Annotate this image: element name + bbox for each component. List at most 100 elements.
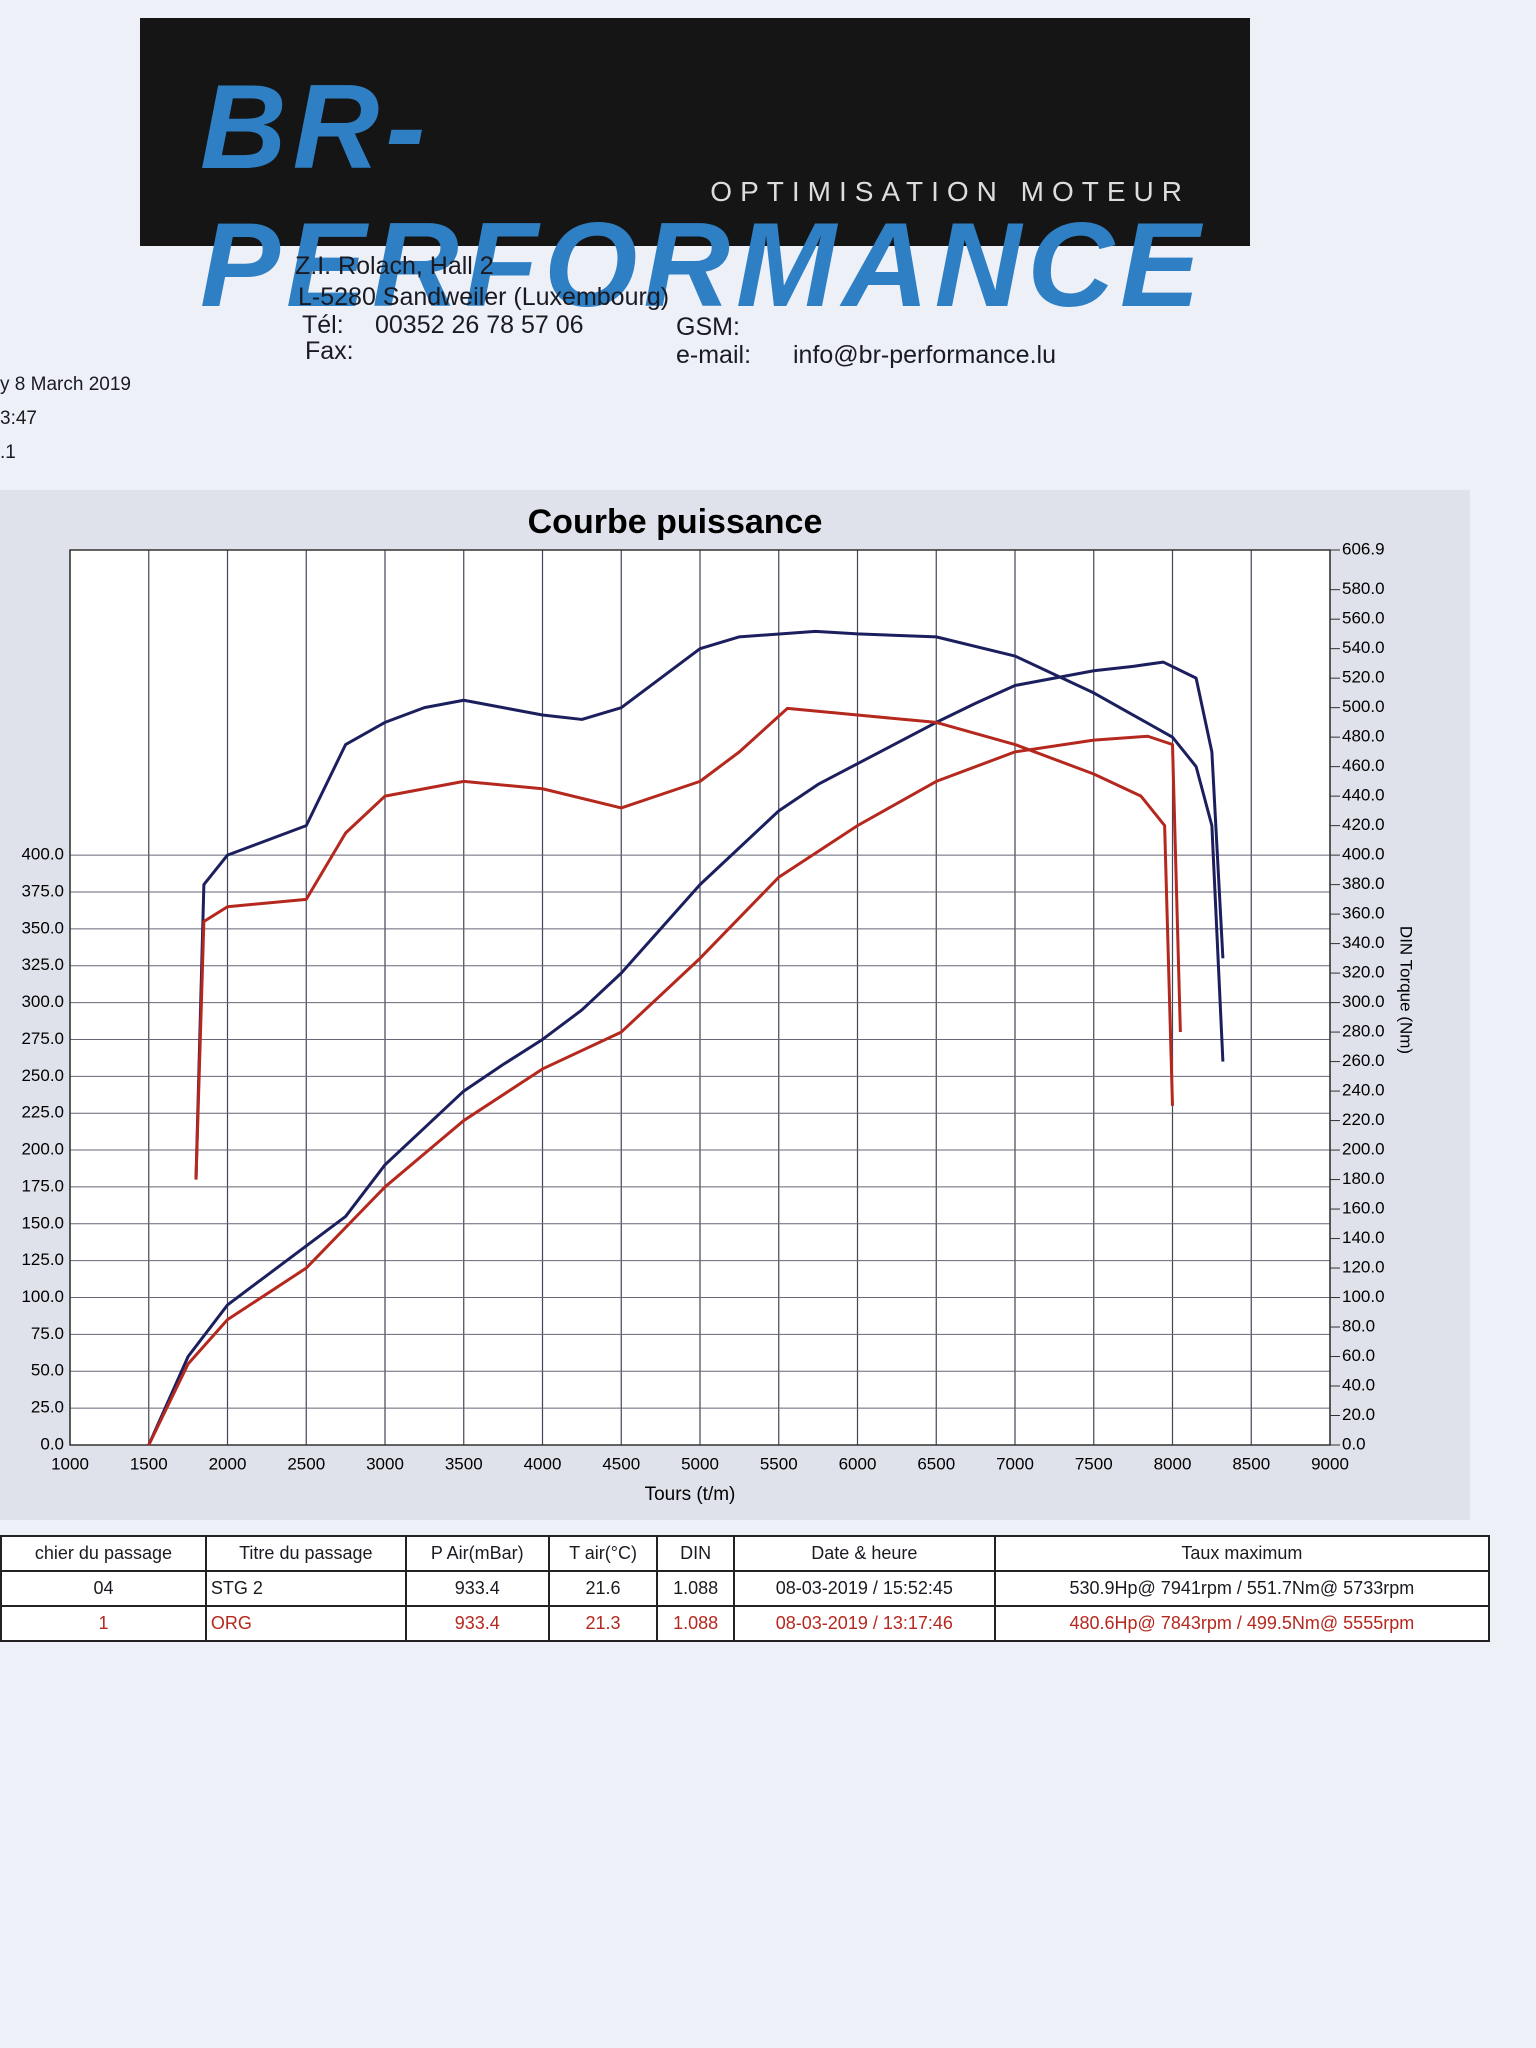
x-tick-label: 7000	[996, 1454, 1034, 1473]
x-tick-label: 3000	[366, 1454, 404, 1473]
y2-tick-label: 380.0	[1342, 874, 1385, 893]
x-axis-label: Tours (t/m)	[645, 1484, 736, 1505]
curve	[147, 660, 1225, 1446]
th: DIN	[656, 1535, 735, 1572]
y2-tick-label: 260.0	[1342, 1051, 1385, 1070]
address: Z.I. Rolach, Hall 2	[295, 252, 494, 280]
label: Fax:	[305, 337, 354, 365]
x-tick-label: 6500	[917, 1454, 955, 1473]
y-tick-label: 325.0	[21, 955, 64, 974]
y2-tick-label: 360.0	[1342, 904, 1385, 923]
label: GSM:	[676, 313, 740, 341]
curve	[147, 734, 1182, 1446]
cell: 1.088	[656, 1570, 735, 1607]
y-tick-label: 75.0	[31, 1324, 64, 1343]
label: e-mail:	[676, 341, 752, 369]
th: Taux maximum	[993, 1535, 1491, 1572]
y2-tick-label: 500.0	[1342, 697, 1385, 716]
meta: 3:47	[0, 408, 37, 429]
x-tick-label: 1000	[51, 1454, 89, 1473]
y2-tick-label: 120.0	[1342, 1258, 1385, 1277]
y2-tick-label: 100.0	[1342, 1287, 1385, 1306]
y2-tick-label: 20.0	[1342, 1405, 1375, 1424]
cell: 530.9Hp@ 7941rpm / 551.7Nm@ 5733rpm	[993, 1570, 1491, 1607]
x-tick-label: 2000	[209, 1454, 247, 1473]
y2-tick-label: 480.0	[1342, 727, 1385, 746]
cell: 08-03-2019 / 15:52:45	[732, 1570, 996, 1607]
email: info@br-performance.lu	[793, 341, 1056, 369]
y2-tick-label: 340.0	[1342, 933, 1385, 952]
y-tick-label: 150.0	[21, 1213, 64, 1232]
y2-tick-label: 580.0	[1342, 579, 1385, 598]
curve	[194, 629, 1225, 1180]
y-tick-label: 225.0	[21, 1103, 64, 1122]
y2-tick-label: 520.0	[1342, 668, 1385, 687]
logo-text: BR-PERFORMANCE	[200, 60, 1207, 332]
x-tick-label: 4500	[602, 1454, 640, 1473]
th: Titre du passage	[204, 1535, 407, 1572]
y-tick-label: 250.0	[21, 1066, 64, 1085]
y2-tick-label: 80.0	[1342, 1317, 1375, 1336]
address: L-5280 Sandweiler (Luxembourg)	[298, 283, 670, 311]
results-table: chier du passage Titre du passage P Air(mB…	[0, 1535, 1491, 1642]
y2-tick-label: 140.0	[1342, 1228, 1385, 1247]
y2-tick-label: 320.0	[1342, 963, 1385, 982]
x-tick-label: 9000	[1311, 1454, 1349, 1473]
cell: 480.6Hp@ 7843rpm / 499.5Nm@ 5555rpm	[993, 1605, 1491, 1642]
y-tick-label: 0.0	[40, 1434, 64, 1453]
y2-tick-label: 180.0	[1342, 1169, 1385, 1188]
y2-axis-label: DIN Torque (Nm)	[1397, 926, 1416, 1054]
meta: y 8 March 2019	[0, 374, 131, 395]
y-tick-label: 125.0	[21, 1250, 64, 1269]
y2-tick-label: 540.0	[1342, 638, 1385, 657]
y2-tick-label: 400.0	[1342, 845, 1385, 864]
chart: Courbe puissance Tours (t/m) DIN Torque …	[0, 490, 1470, 1520]
plot-frame	[69, 549, 1331, 1446]
x-tick-label: 5000	[681, 1454, 719, 1473]
x-tick-label: 8500	[1232, 1454, 1270, 1473]
cell: 1.088	[656, 1605, 735, 1642]
y2-tick-label: 240.0	[1342, 1081, 1385, 1100]
y2-tick-label: 560.0	[1342, 609, 1385, 628]
cell: STG 2	[204, 1570, 407, 1607]
cell: 21.6	[547, 1570, 659, 1607]
tel: 00352 26 78 57 06	[375, 311, 584, 339]
cell: 08-03-2019 / 13:17:46	[732, 1605, 996, 1642]
th: Date & heure	[732, 1535, 996, 1572]
x-tick-label: 6000	[839, 1454, 877, 1473]
y2-tick-label: 0.0	[1342, 1434, 1366, 1453]
cell: 21.3	[547, 1605, 659, 1642]
label: Tél:	[302, 311, 344, 339]
y2-tick-label: 200.0	[1342, 1140, 1385, 1159]
curve	[194, 706, 1174, 1180]
y2-tick-label: 160.0	[1342, 1199, 1385, 1218]
x-tick-label: 8000	[1154, 1454, 1192, 1473]
th: T air(°C)	[547, 1535, 659, 1572]
y2-tick-label: 300.0	[1342, 992, 1385, 1011]
y-tick-label: 50.0	[31, 1361, 64, 1380]
y-tick-label: 400.0	[21, 845, 64, 864]
y-tick-label: 100.0	[21, 1287, 64, 1306]
th: P Air(mBar)	[404, 1535, 550, 1572]
y2-tick-label: 440.0	[1342, 786, 1385, 805]
x-tick-label: 1500	[130, 1454, 168, 1473]
y2-tick-label: 280.0	[1342, 1022, 1385, 1041]
y-tick-label: 350.0	[21, 918, 64, 937]
cell: ORG	[204, 1605, 407, 1642]
y2-tick-label: 460.0	[1342, 756, 1385, 775]
cell: 933.4	[404, 1570, 550, 1607]
y-tick-label: 300.0	[21, 992, 64, 1011]
cell: 1	[0, 1605, 207, 1642]
meta: .1	[0, 442, 16, 463]
cell: 04	[0, 1570, 207, 1607]
y-tick-label: 175.0	[21, 1176, 64, 1195]
y-tick-label: 200.0	[21, 1140, 64, 1159]
cell: 933.4	[404, 1605, 550, 1642]
y2-tick-label: 40.0	[1342, 1375, 1375, 1394]
x-tick-label: 4000	[524, 1454, 562, 1473]
y2-tick-label: 60.0	[1342, 1346, 1375, 1365]
y-tick-label: 275.0	[21, 1029, 64, 1048]
x-tick-label: 2500	[287, 1454, 325, 1473]
y-tick-label: 25.0	[31, 1398, 64, 1417]
